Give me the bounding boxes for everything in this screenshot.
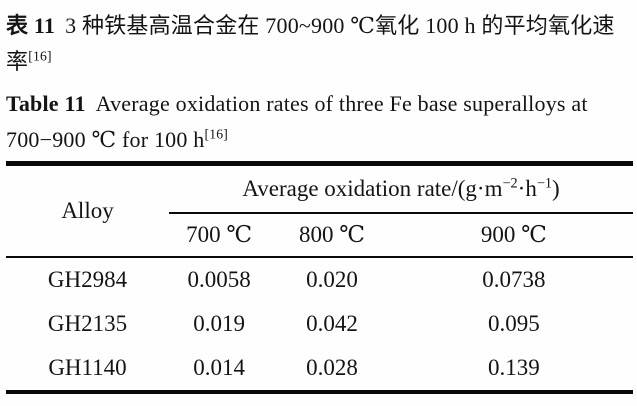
value-cell-800: 0.020 xyxy=(306,267,358,292)
caption-zh-reference: [16] xyxy=(28,48,52,64)
table-row-gh2135: GH2135 0.019 0.042 0.095 xyxy=(6,302,633,346)
column-header-700c: 700 ℃ xyxy=(169,213,270,258)
table-row-gh1140: GH1140 0.014 0.028 0.139 xyxy=(6,346,633,392)
header-row-group: Alloy Average oxidation rate/(g·m−2·h−1) xyxy=(6,163,633,258)
unit-exponent-2: −1 xyxy=(536,175,552,192)
caption-en-reference: [16] xyxy=(204,126,228,142)
value-cell-700: 0.0058 xyxy=(187,267,251,292)
alloy-cell: GH2984 xyxy=(47,267,128,292)
column-header-800c: 800 ℃ xyxy=(269,213,395,258)
column-header-alloy: Alloy xyxy=(6,163,170,258)
value-cell-900: 0.095 xyxy=(487,311,540,336)
value-cell-700: 0.014 xyxy=(193,355,246,380)
caption-en-label: Table 11 xyxy=(6,91,86,116)
column-header-900c: 900 ℃ xyxy=(394,213,633,258)
value-cell-900: 0.0738 xyxy=(482,267,546,292)
unit-mid: ·h xyxy=(517,176,537,201)
header-row-temperatures: 700 ℃ 800 ℃ 900 ℃ xyxy=(6,213,633,258)
oxidation-rate-table: Alloy Average oxidation rate/(g·m−2·h−1)… xyxy=(6,161,633,394)
unit-suffix: ) xyxy=(552,176,560,201)
alloy-cell: GH1140 xyxy=(48,355,127,380)
unit-prefix: Average oxidation rate/(g·m xyxy=(242,176,503,201)
table-row-gh2984: GH2984 0.0058 0.020 0.0738 xyxy=(6,257,633,302)
caption-zh-text: 3 种铁基高温合金在 700~900 ℃氧化 100 h 的平均氧化速率 xyxy=(6,13,615,74)
caption-english: Table 11 Average oxidation rates of three… xyxy=(6,86,633,158)
value-cell-900: 0.139 xyxy=(487,355,540,380)
column-group-header-unit: Average oxidation rate/(g·m−2·h−1) xyxy=(169,163,633,214)
caption-zh-label: 表 11 xyxy=(6,13,56,38)
unit-exponent-1: −2 xyxy=(502,175,518,192)
caption-chinese: 表 11 3 种铁基高温合金在 700~900 ℃氧化 100 h 的平均氧化速率… xyxy=(6,8,633,80)
alloy-cell: GH2135 xyxy=(47,311,128,336)
caption-en-text: Average oxidation rates of three Fe base… xyxy=(6,91,588,152)
value-cell-700: 0.019 xyxy=(193,311,246,336)
value-cell-800: 0.028 xyxy=(306,355,358,380)
value-cell-800: 0.042 xyxy=(306,311,358,336)
